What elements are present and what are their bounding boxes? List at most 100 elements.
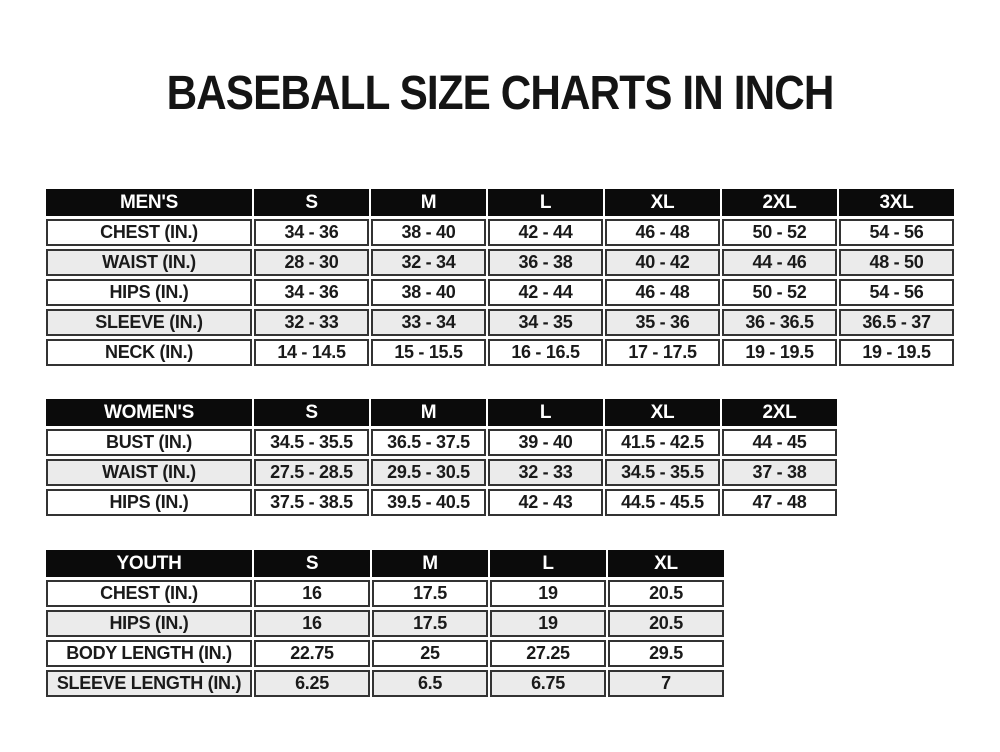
youth-table-title: YOUTH xyxy=(46,550,252,577)
mens-table-title: MEN'S xyxy=(46,189,252,216)
column-header-m: M xyxy=(371,189,486,216)
row-label: BODY LENGTH (IN.) xyxy=(46,640,252,667)
size-value: 17.5 xyxy=(372,610,488,637)
row-label: CHEST (IN.) xyxy=(46,580,252,607)
size-value: 46 - 48 xyxy=(605,219,720,246)
size-value: 14 - 14.5 xyxy=(254,339,369,366)
row-label: NECK (IN.) xyxy=(46,339,252,366)
column-header-xl: XL xyxy=(608,550,724,577)
womens-header-row: WOMEN'S S M L XL 2XL xyxy=(46,399,837,426)
youth-header-row: YOUTH S M L XL xyxy=(46,550,724,577)
table-row-sleeve: SLEEVE (IN.) 32 - 33 33 - 34 34 - 35 35 … xyxy=(46,309,954,336)
column-header-l: L xyxy=(490,550,606,577)
table-row-neck: NECK (IN.) 14 - 14.5 15 - 15.5 16 - 16.5… xyxy=(46,339,954,366)
size-value: 42 - 44 xyxy=(488,279,603,306)
size-value: 19 xyxy=(490,610,606,637)
column-header-l: L xyxy=(488,399,603,426)
size-value: 39 - 40 xyxy=(488,429,603,456)
size-value: 32 - 34 xyxy=(371,249,486,276)
table-row-hips: HIPS (IN.) 16 17.5 19 20.5 xyxy=(46,610,724,637)
row-label: WAIST (IN.) xyxy=(46,249,252,276)
size-value: 40 - 42 xyxy=(605,249,720,276)
size-value: 22.75 xyxy=(254,640,370,667)
table-row-waist: WAIST (IN.) 28 - 30 32 - 34 36 - 38 40 -… xyxy=(46,249,954,276)
column-header-s: S xyxy=(254,189,369,216)
row-label: SLEEVE LENGTH (IN.) xyxy=(46,670,252,697)
size-value: 28 - 30 xyxy=(254,249,369,276)
size-value: 25 xyxy=(372,640,488,667)
size-value: 15 - 15.5 xyxy=(371,339,486,366)
womens-table-title: WOMEN'S xyxy=(46,399,252,426)
size-value: 32 - 33 xyxy=(488,459,603,486)
size-value: 44 - 45 xyxy=(722,429,837,456)
row-label: HIPS (IN.) xyxy=(46,610,252,637)
size-value: 20.5 xyxy=(608,580,724,607)
size-value: 19 xyxy=(490,580,606,607)
size-value: 16 xyxy=(254,580,370,607)
size-value: 19 - 19.5 xyxy=(839,339,954,366)
table-row-bust: BUST (IN.) 34.5 - 35.5 36.5 - 37.5 39 - … xyxy=(46,429,837,456)
size-value: 34.5 - 35.5 xyxy=(254,429,369,456)
size-value: 36.5 - 37.5 xyxy=(371,429,486,456)
row-label: BUST (IN.) xyxy=(46,429,252,456)
size-value: 19 - 19.5 xyxy=(722,339,837,366)
size-value: 38 - 40 xyxy=(371,279,486,306)
size-value: 36 - 36.5 xyxy=(722,309,837,336)
size-value: 20.5 xyxy=(608,610,724,637)
column-header-l: L xyxy=(488,189,603,216)
table-row-chest: CHEST (IN.) 34 - 36 38 - 40 42 - 44 46 -… xyxy=(46,219,954,246)
row-label: SLEEVE (IN.) xyxy=(46,309,252,336)
size-value: 34.5 - 35.5 xyxy=(605,459,720,486)
size-value: 54 - 56 xyxy=(839,219,954,246)
size-value: 33 - 34 xyxy=(371,309,486,336)
size-value: 46 - 48 xyxy=(605,279,720,306)
row-label: CHEST (IN.) xyxy=(46,219,252,246)
mens-size-table: MEN'S S M L XL 2XL 3XL CHEST (IN.) 34 - … xyxy=(44,186,956,369)
column-header-xl: XL xyxy=(605,189,720,216)
size-value: 37.5 - 38.5 xyxy=(254,489,369,516)
size-value: 16 xyxy=(254,610,370,637)
column-header-s: S xyxy=(254,550,370,577)
size-value: 27.5 - 28.5 xyxy=(254,459,369,486)
size-value: 32 - 33 xyxy=(254,309,369,336)
column-header-2xl: 2XL xyxy=(722,189,837,216)
size-value: 17.5 xyxy=(372,580,488,607)
row-label: WAIST (IN.) xyxy=(46,459,252,486)
size-value: 42 - 44 xyxy=(488,219,603,246)
size-value: 34 - 36 xyxy=(254,279,369,306)
size-value: 36 - 38 xyxy=(488,249,603,276)
youth-size-table: YOUTH S M L XL CHEST (IN.) 16 17.5 19 20… xyxy=(44,547,726,700)
column-header-s: S xyxy=(254,399,369,426)
size-value: 47 - 48 xyxy=(722,489,837,516)
size-value: 7 xyxy=(608,670,724,697)
table-row-chest: CHEST (IN.) 16 17.5 19 20.5 xyxy=(46,580,724,607)
size-value: 6.25 xyxy=(254,670,370,697)
size-value: 37 - 38 xyxy=(722,459,837,486)
size-value: 41.5 - 42.5 xyxy=(605,429,720,456)
table-row-hips: HIPS (IN.) 37.5 - 38.5 39.5 - 40.5 42 - … xyxy=(46,489,837,516)
table-row-body-length: BODY LENGTH (IN.) 22.75 25 27.25 29.5 xyxy=(46,640,724,667)
size-value: 29.5 - 30.5 xyxy=(371,459,486,486)
size-value: 44.5 - 45.5 xyxy=(605,489,720,516)
size-value: 54 - 56 xyxy=(839,279,954,306)
size-value: 35 - 36 xyxy=(605,309,720,336)
table-row-hips: HIPS (IN.) 34 - 36 38 - 40 42 - 44 46 - … xyxy=(46,279,954,306)
size-value: 34 - 35 xyxy=(488,309,603,336)
mens-header-row: MEN'S S M L XL 2XL 3XL xyxy=(46,189,954,216)
column-header-m: M xyxy=(371,399,486,426)
size-value: 29.5 xyxy=(608,640,724,667)
table-row-sleeve-length: SLEEVE LENGTH (IN.) 6.25 6.5 6.75 7 xyxy=(46,670,724,697)
column-header-2xl: 2XL xyxy=(722,399,837,426)
size-value: 36.5 - 37 xyxy=(839,309,954,336)
size-value: 50 - 52 xyxy=(722,279,837,306)
size-value: 6.75 xyxy=(490,670,606,697)
page-title: BASEBALL SIZE CHARTS IN INCH xyxy=(166,67,835,120)
size-value: 44 - 46 xyxy=(722,249,837,276)
size-value: 39.5 - 40.5 xyxy=(371,489,486,516)
size-value: 50 - 52 xyxy=(722,219,837,246)
size-value: 6.5 xyxy=(372,670,488,697)
size-value: 16 - 16.5 xyxy=(488,339,603,366)
size-value: 38 - 40 xyxy=(371,219,486,246)
row-label: HIPS (IN.) xyxy=(46,489,252,516)
